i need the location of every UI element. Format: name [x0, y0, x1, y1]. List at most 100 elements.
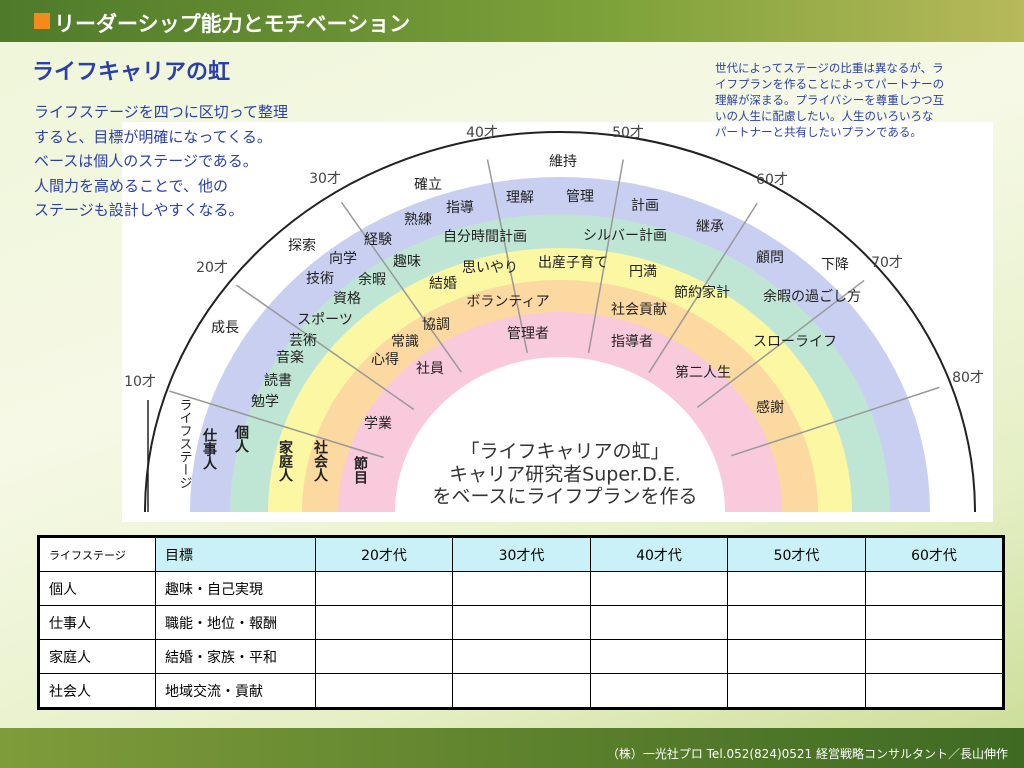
age-label: 80才 — [952, 370, 984, 386]
age-label: 60才 — [756, 172, 788, 188]
table-cell: 結婚・家族・平和 — [155, 639, 316, 674]
rainbow-word: 結婚 — [429, 276, 457, 292]
rainbow-word: 探索 — [288, 237, 316, 254]
rainbow-word: 第二人生 — [675, 364, 731, 381]
rainbow-word: 余暇の過ごし方 — [763, 288, 861, 305]
empty-cell — [865, 571, 1004, 606]
stage-label: ライフステージ — [177, 398, 192, 489]
rainbow-word: 社員 — [416, 361, 444, 377]
intro-line: ベースは個人のステージである。 — [34, 152, 258, 170]
empty-cell — [590, 571, 728, 606]
stage-label: 節目 — [352, 455, 368, 485]
table-cell: 社会人 — [38, 673, 156, 709]
intro-line: ステージも設計しやすくなる。 — [34, 201, 244, 219]
rainbow-word: スポーツ — [297, 312, 353, 328]
rainbow-word: 技術 — [306, 271, 334, 287]
age-label: 20才 — [196, 260, 228, 276]
rainbow-word: 管理 — [566, 189, 594, 205]
rainbow-word: 余暇 — [358, 271, 386, 288]
note-line: 理解が深まる。プライバシーを尊重しつつ互 — [715, 93, 945, 107]
age-label: 30才 — [309, 171, 341, 187]
inner-white — [395, 357, 725, 512]
header-cell: 40才代 — [590, 536, 728, 572]
outer-arc — [144, 131, 976, 513]
footer-text: （株）一光社プロ Tel.052(824)0521 経営戦略コンサルタント／長山… — [606, 747, 1008, 761]
empty-cell — [865, 605, 1004, 640]
rainbow-word: スローライフ — [753, 334, 837, 350]
age-line — [486, 159, 528, 353]
empty-cell — [590, 673, 728, 709]
rainbow-word: 顧問 — [756, 250, 784, 266]
rainbow-word: 確立 — [414, 177, 442, 193]
caption-line: 「ライフキャリアの虹」 — [460, 441, 669, 463]
empty-cell — [315, 571, 453, 606]
age-label: 10才 — [124, 374, 156, 390]
rainbow-word: 下降 — [821, 257, 849, 273]
table-cell: 職能・地位・報酬 — [155, 605, 316, 640]
age-label: 40才 — [466, 125, 498, 141]
rainbow-word: 理解 — [506, 190, 534, 206]
rainbow-word: 感謝 — [756, 399, 784, 416]
slide-title: リーダーシップ能力とモチベーション — [54, 12, 411, 36]
empty-cell — [315, 605, 453, 640]
empty-cell — [452, 673, 591, 709]
rainbow-word: 趣味 — [393, 254, 421, 270]
age-line — [731, 386, 940, 457]
intro-line: すると、目標が明確になってくる。 — [34, 127, 272, 146]
rainbow-word: 指導 — [446, 200, 474, 216]
empty-cell — [452, 605, 591, 640]
age-line — [587, 159, 624, 353]
note-line: イフプランを作ることによってパートナーの — [715, 77, 945, 91]
caption-line: キャリア研究者Super.D.E. — [449, 464, 681, 486]
rainbow-word: 円満 — [629, 264, 657, 280]
note-line: いの人生に配慮したい。人生のいろいろな — [715, 109, 934, 123]
table-row: 仕事人 職能・地位・報酬 — [38, 605, 1004, 640]
note-line: パートナーと共有したいプランである。 — [715, 125, 922, 139]
age-line — [340, 201, 462, 373]
empty-cell — [727, 571, 866, 606]
note-text: 世代によってステージの比重は異なるが、ラ イフプランを作ることによってパートナーの… — [715, 60, 944, 140]
intro-line: ライフステージを四つに区切って整理 — [34, 103, 288, 121]
header-cell: ライフステージ — [38, 536, 156, 572]
empty-cell — [590, 639, 728, 674]
rainbow-word: 維持 — [549, 154, 577, 170]
rainbow-word: 向学 — [329, 251, 357, 267]
age-line — [169, 390, 384, 459]
plan-table: ライフステージ 目標 20才代 30才代 40才代 50才代 60才代 個人 趣味・自己実現 仕事… — [37, 535, 1005, 710]
header-cell: 50才代 — [727, 536, 866, 572]
rainbow-word: 自分時間計画 — [443, 229, 527, 245]
rainbow-word: 計画 — [631, 198, 659, 214]
rainbow-word: 指導者 — [611, 334, 653, 350]
caption-line: をベースにライフプランを作る — [432, 486, 697, 508]
empty-cell — [727, 639, 866, 674]
header-cell: 30才代 — [452, 536, 591, 572]
table-row: 家庭人 結婚・家族・平和 — [38, 639, 1004, 674]
table-cell: 家庭人 — [38, 639, 156, 674]
header-cell: 20才代 — [315, 536, 453, 572]
rainbow-word: 読書 — [264, 372, 292, 389]
rainbow-word: 心得 — [371, 351, 399, 368]
rainbow-word: 資格 — [333, 291, 361, 307]
stage-label: 仕事人 — [201, 427, 218, 470]
rainbow-word: 芸術 — [289, 333, 317, 349]
rainbow-word: 社会貢献 — [611, 302, 667, 318]
empty-cell — [315, 639, 453, 674]
empty-cell — [452, 639, 591, 674]
age-line — [648, 202, 758, 373]
table-row: 個人 趣味・自己実現 — [38, 571, 1004, 606]
heading: ライフキャリアの虹 — [32, 60, 231, 85]
rainbow-word: 勉学 — [251, 394, 279, 410]
empty-cell — [865, 673, 1004, 709]
age-line — [696, 279, 865, 409]
table-cell: 趣味・自己実現 — [155, 571, 316, 606]
age-label: 70才 — [871, 255, 903, 271]
stage-label: 家庭人 — [277, 439, 293, 482]
table-cell: 仕事人 — [38, 605, 156, 640]
rainbow-word: 出産子育て — [538, 255, 608, 271]
bullet-square — [34, 13, 50, 29]
rainbow-word: 成長 — [211, 320, 239, 336]
rainbow-word: 節約家計 — [674, 284, 730, 301]
header-band: リーダーシップ能力とモチベーション — [0, 0, 1024, 42]
header-cell: 60才代 — [865, 536, 1004, 572]
